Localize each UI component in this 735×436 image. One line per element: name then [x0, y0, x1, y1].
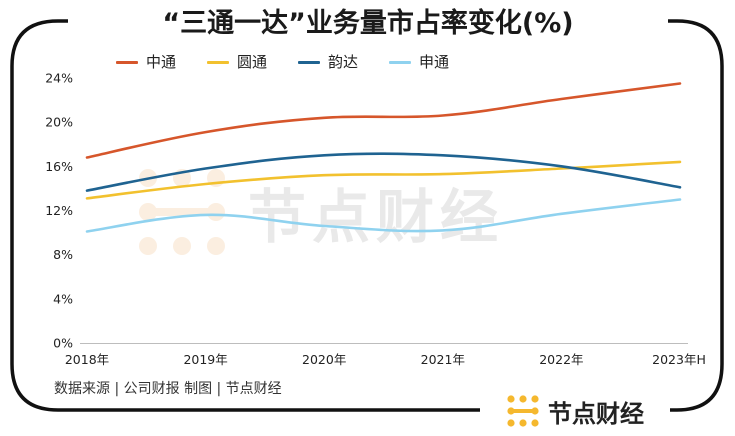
- y-tick-label: 4%: [53, 291, 73, 306]
- x-tick-label: 2018年: [65, 352, 109, 367]
- x-axis: 2018年 2019年 2020年 2021年 2022年 2023年H: [65, 343, 706, 367]
- x-tick-label: 2023年H: [652, 352, 706, 367]
- legend-label-sto: 申通: [419, 53, 450, 71]
- series-line-yto: [85, 160, 682, 200]
- chart-title: “三通一达”业务量市占率变化(%): [68, 4, 668, 44]
- series-line-yunda: [85, 152, 682, 192]
- legend: 中通 圆通 韵达 申通: [116, 50, 480, 74]
- y-tick-label: 24%: [45, 71, 73, 86]
- logo-dots-icon: [507, 395, 539, 427]
- legend-label-yto: 圆通: [237, 53, 268, 71]
- source-note: 数据来源 | 公司财报 制图 | 节点财经: [54, 381, 282, 397]
- series-line-sto: [85, 198, 682, 233]
- y-tick-label: 0%: [53, 336, 73, 351]
- legend-swatch-yunda: [298, 60, 321, 64]
- series-lines: [85, 82, 682, 233]
- legend-swatch-sto: [389, 60, 412, 64]
- y-tick-label: 20%: [45, 115, 73, 130]
- legend-item-zto: 中通: [116, 50, 176, 74]
- legend-label-zto: 中通: [146, 53, 177, 71]
- legend-swatch-yto: [207, 60, 230, 64]
- series-line-zto: [85, 82, 682, 159]
- y-tick-label: 8%: [53, 247, 73, 262]
- frame-border: [10, 19, 724, 412]
- brand-name: 节点财经: [548, 399, 644, 428]
- legend-swatch-zto: [116, 60, 138, 64]
- x-tick-label: 2019年: [183, 352, 227, 367]
- y-tick-label: 16%: [45, 159, 73, 174]
- brand-badge: 节点财经: [480, 388, 670, 434]
- x-tick-label: 2020年: [302, 352, 346, 367]
- x-tick-label: 2022年: [539, 352, 583, 367]
- y-axis: 0% 4% 8% 12% 16% 20% 24%: [45, 71, 73, 351]
- y-tick-label: 12%: [45, 203, 73, 218]
- legend-label-yunda: 韵达: [328, 53, 359, 71]
- legend-item-yunda: 韵达: [298, 50, 358, 74]
- x-tick-label: 2021年: [421, 352, 465, 367]
- legend-item-yto: 圆通: [207, 50, 267, 74]
- legend-item-sto: 申通: [389, 50, 449, 74]
